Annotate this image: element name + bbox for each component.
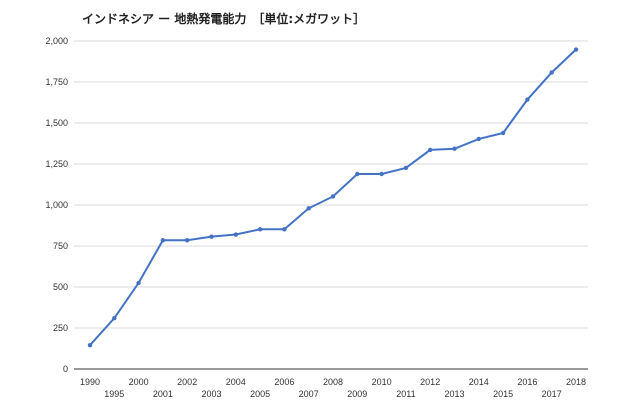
x-axis-tick-labels: 1990 1995 2000 2001 2002 2003 2004 2005 2006 2007… [80, 377, 586, 399]
x-tick-label: 2002 [177, 377, 197, 387]
data-point [306, 206, 311, 211]
x-tick-label: 2003 [201, 389, 221, 399]
x-tick-label: 2014 [469, 377, 489, 387]
x-tick-label: 1995 [104, 389, 124, 399]
x-tick-label: 2007 [299, 389, 319, 399]
data-point [379, 171, 384, 177]
y-tick-label: 750 [53, 241, 68, 251]
y-tick-label: 1,500 [45, 118, 68, 128]
x-tick-label: 2010 [372, 377, 392, 387]
x-tick-label: 2001 [153, 389, 173, 399]
x-tick-label: 2017 [542, 389, 562, 399]
data-point [452, 146, 457, 151]
x-tick-label: 1990 [80, 377, 100, 387]
data-point [282, 227, 287, 232]
chart-title: インドネシア ー 地熱発電能力 ［単位:メガワット］ [82, 12, 366, 26]
x-tick-label: 2008 [323, 377, 343, 387]
series-layer [87, 47, 579, 348]
x-tick-label: 2015 [493, 389, 513, 399]
x-tick-label: 2018 [566, 377, 586, 387]
x-tick-label: 2009 [347, 389, 367, 399]
x-tick-label: 2013 [444, 389, 464, 399]
x-tick-label: 2000 [129, 377, 149, 387]
data-point [160, 238, 166, 243]
y-tick-label: 1,000 [45, 200, 68, 210]
data-point [112, 315, 117, 321]
data-point [185, 238, 190, 243]
data-point [549, 70, 554, 75]
data-point [525, 97, 530, 102]
x-tick-label: 2004 [226, 377, 246, 387]
data-point [500, 130, 506, 136]
y-tick-label: 250 [53, 323, 68, 333]
data-point [257, 227, 263, 232]
x-tick-label: 2012 [420, 377, 440, 387]
data-point [403, 165, 409, 171]
y-axis-tick-labels: 0 250 500 750 1,000 1,250 1,500 1,750 2,000 [45, 36, 68, 374]
y-tick-label: 0 [63, 364, 68, 374]
y-tick-label: 500 [53, 282, 68, 292]
grid-lines [74, 40, 588, 329]
data-point [87, 343, 93, 348]
x-tick-label: 2011 [396, 389, 415, 399]
data-point [233, 232, 238, 237]
y-tick-label: 2,000 [45, 36, 68, 46]
x-tick-label: 2016 [517, 377, 537, 387]
y-tick-label: 1,750 [45, 77, 68, 87]
data-point [209, 234, 214, 239]
y-tick-label: 1,250 [45, 159, 68, 169]
data-point [428, 147, 433, 153]
x-tick-label: 2006 [274, 377, 294, 387]
data-point [136, 280, 141, 286]
data-point [573, 47, 579, 52]
data-point [476, 136, 481, 142]
x-tick-label: 2005 [250, 389, 270, 399]
data-point [330, 194, 336, 199]
data-point [355, 171, 360, 177]
